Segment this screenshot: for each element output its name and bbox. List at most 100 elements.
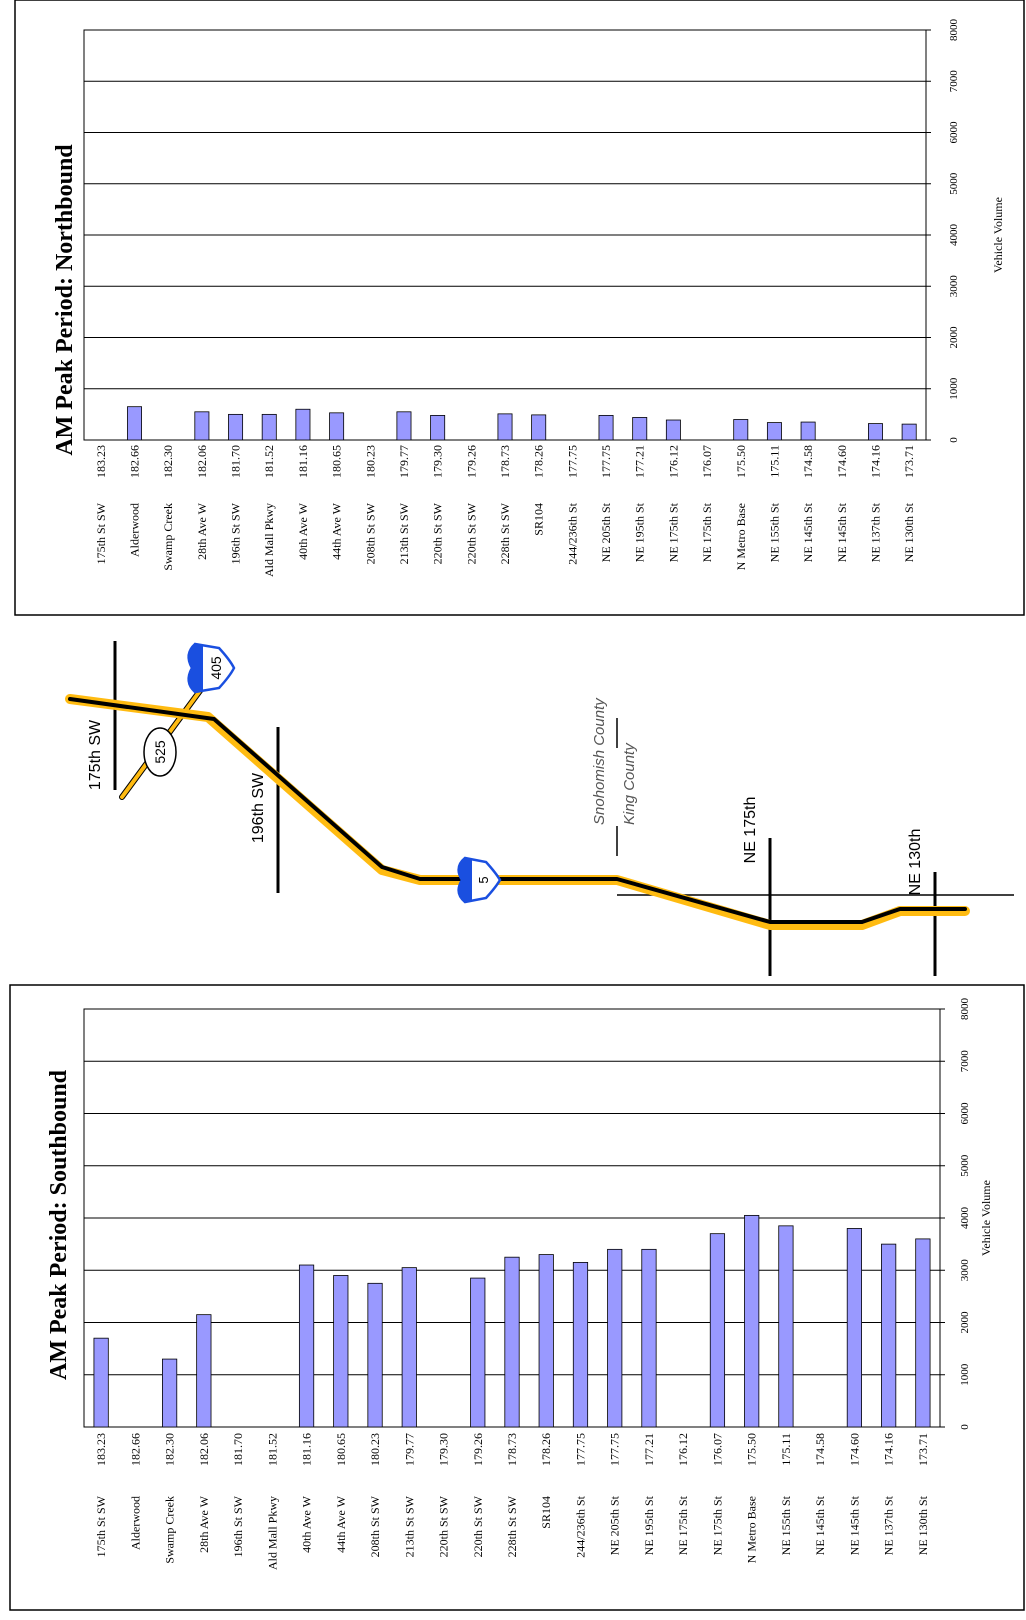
north-tick-label: 2000 — [948, 326, 960, 349]
south-tick-label: 2000 — [959, 1311, 971, 1334]
south-milepost-label: 180.23 — [368, 1433, 382, 1466]
north-bar — [733, 419, 749, 441]
north-milepost-label: 176.07 — [700, 445, 714, 478]
north-milepost-label: 182.66 — [128, 445, 142, 478]
south-category-label: 40th Ave W — [300, 1495, 314, 1553]
north-bar — [396, 411, 412, 441]
north-category-label: SR104 — [532, 503, 546, 536]
south-milepost-label: 175.11 — [779, 1433, 793, 1466]
south-category-label: NE 205th St — [608, 1495, 622, 1555]
north-tick-label: 3000 — [948, 275, 960, 298]
north-category-label: 220th St SW — [431, 502, 445, 564]
label-ne-175th: NE 175th — [742, 797, 759, 864]
south-category-label: N Metro Base — [745, 1496, 759, 1563]
north-category-label: NE 195th St — [633, 502, 647, 562]
label-ne-130th: NE 130th — [907, 829, 924, 896]
i5-corridor-yellow — [65, 694, 970, 930]
north-milepost-label: 173.71 — [902, 445, 916, 478]
south-tick-label: 5000 — [959, 1154, 971, 1177]
south-category-label: 175th St SW — [94, 1495, 108, 1557]
south-category-label: 220th St SW — [437, 1495, 451, 1557]
north-category-label: Ald Mall Pkwy — [262, 503, 276, 577]
south-milepost-label: 173.71 — [916, 1433, 930, 1466]
southbound-chart-frame — [9, 984, 1025, 1611]
north-bar — [531, 414, 547, 441]
north-milepost-label: 174.58 — [801, 445, 815, 478]
north-bar — [632, 417, 648, 441]
north-bar — [497, 413, 513, 441]
south-category-label: NE 175th St — [710, 1495, 724, 1555]
south-category-label: NE 145th St — [813, 1495, 827, 1555]
south-category-label: NE 137th St — [882, 1495, 896, 1555]
north-category-label: 28th Ave W — [195, 502, 209, 560]
south-milepost-label: 181.70 — [231, 1433, 245, 1466]
south-milepost-label: 174.16 — [882, 1433, 896, 1466]
south-category-label: Alderwood — [128, 1496, 142, 1550]
south-milepost-label: 178.73 — [505, 1433, 519, 1466]
corridor-map: 405 525 5 175th SW 196th SW NE 175th NE … — [65, 641, 1014, 976]
north-tick-label: 1000 — [948, 377, 960, 400]
north-category-label: NE 137th St — [868, 502, 882, 562]
sr525-shield-label: 525 — [152, 740, 168, 764]
north-milepost-label: 177.75 — [565, 445, 579, 478]
south-milepost-label: 174.58 — [813, 1433, 827, 1466]
north-category-label: NE 175th St — [666, 502, 680, 562]
north-bar — [766, 422, 782, 441]
north-milepost-label: 179.77 — [397, 445, 411, 478]
south-tick-label: 3000 — [959, 1259, 971, 1282]
north-milepost-label: 181.52 — [262, 445, 276, 478]
i5-shield-icon: 5 — [457, 856, 502, 904]
south-bar — [572, 1262, 589, 1428]
north-category-label: 220th St SW — [464, 502, 478, 564]
label-snohomish-county: Snohomish County — [591, 697, 608, 825]
north-bar — [901, 423, 917, 441]
north-category-label: NE 175th St — [700, 502, 714, 562]
north-milepost-label: 175.11 — [767, 445, 781, 478]
north-milepost-label: 179.26 — [464, 445, 478, 478]
north-tick-label: 7000 — [948, 70, 960, 93]
label-196th-sw: 196th SW — [250, 772, 267, 843]
north-milepost-label: 176.12 — [666, 445, 680, 478]
south-category-label: SR104 — [539, 1496, 553, 1529]
north-category-label: 244/236th St — [565, 502, 579, 564]
north-milepost-label: 177.21 — [633, 445, 647, 478]
north-category-label: NE 155th St — [767, 502, 781, 562]
north-milepost-label: 174.16 — [868, 445, 882, 478]
label-king-county: King County — [621, 742, 638, 825]
north-milepost-label: 182.06 — [195, 445, 209, 478]
south-milepost-label: 182.30 — [163, 1433, 177, 1466]
south-milepost-label: 180.65 — [334, 1433, 348, 1466]
south-category-label: NE 130th St — [916, 1495, 930, 1555]
south-category-label: 213th St SW — [402, 1495, 416, 1557]
south-category-label: 208th St SW — [368, 1495, 382, 1557]
south-bar — [333, 1275, 349, 1428]
south-category-label: Swamp Creek — [163, 1496, 177, 1564]
i5-corridor-black — [68, 697, 967, 924]
north-category-label: 196th St SW — [229, 502, 243, 564]
north-category-label: NE 130th St — [902, 502, 916, 562]
northbound-chart: 0 1000 2000 3000 4000 5000 6000 7000 8000 Vehicle… — [52, 19, 1005, 578]
north-milepost-label: 175.50 — [734, 445, 748, 478]
south-milepost-label: 174.60 — [847, 1433, 861, 1466]
north-tick-label: 0 — [948, 437, 960, 443]
south-tick-label: 0 — [959, 1424, 971, 1430]
south-category-label: NE 195th St — [642, 1495, 656, 1555]
south-bar — [196, 1314, 212, 1428]
north-milepost-label: 181.16 — [296, 445, 310, 478]
north-category-label: 213th St SW — [397, 502, 411, 564]
south-milepost-label: 182.06 — [197, 1433, 211, 1466]
south-axis-title: Vehicle Volume — [979, 1180, 993, 1256]
north-milepost-label: 183.23 — [94, 445, 108, 478]
south-bar — [367, 1282, 383, 1428]
north-category-label: NE 205th St — [599, 502, 613, 562]
north-milepost-label: 178.73 — [498, 445, 512, 478]
south-bar — [846, 1228, 862, 1428]
south-milepost-label: 177.21 — [642, 1433, 656, 1466]
sr525-shield-icon: 525 — [143, 727, 177, 777]
south-category-label: 228th St SW — [505, 1495, 519, 1557]
north-bar — [430, 414, 446, 441]
north-bar — [228, 413, 244, 441]
north-category-label: 40th Ave W — [296, 502, 310, 560]
north-category-label: Alderwood — [128, 503, 142, 557]
